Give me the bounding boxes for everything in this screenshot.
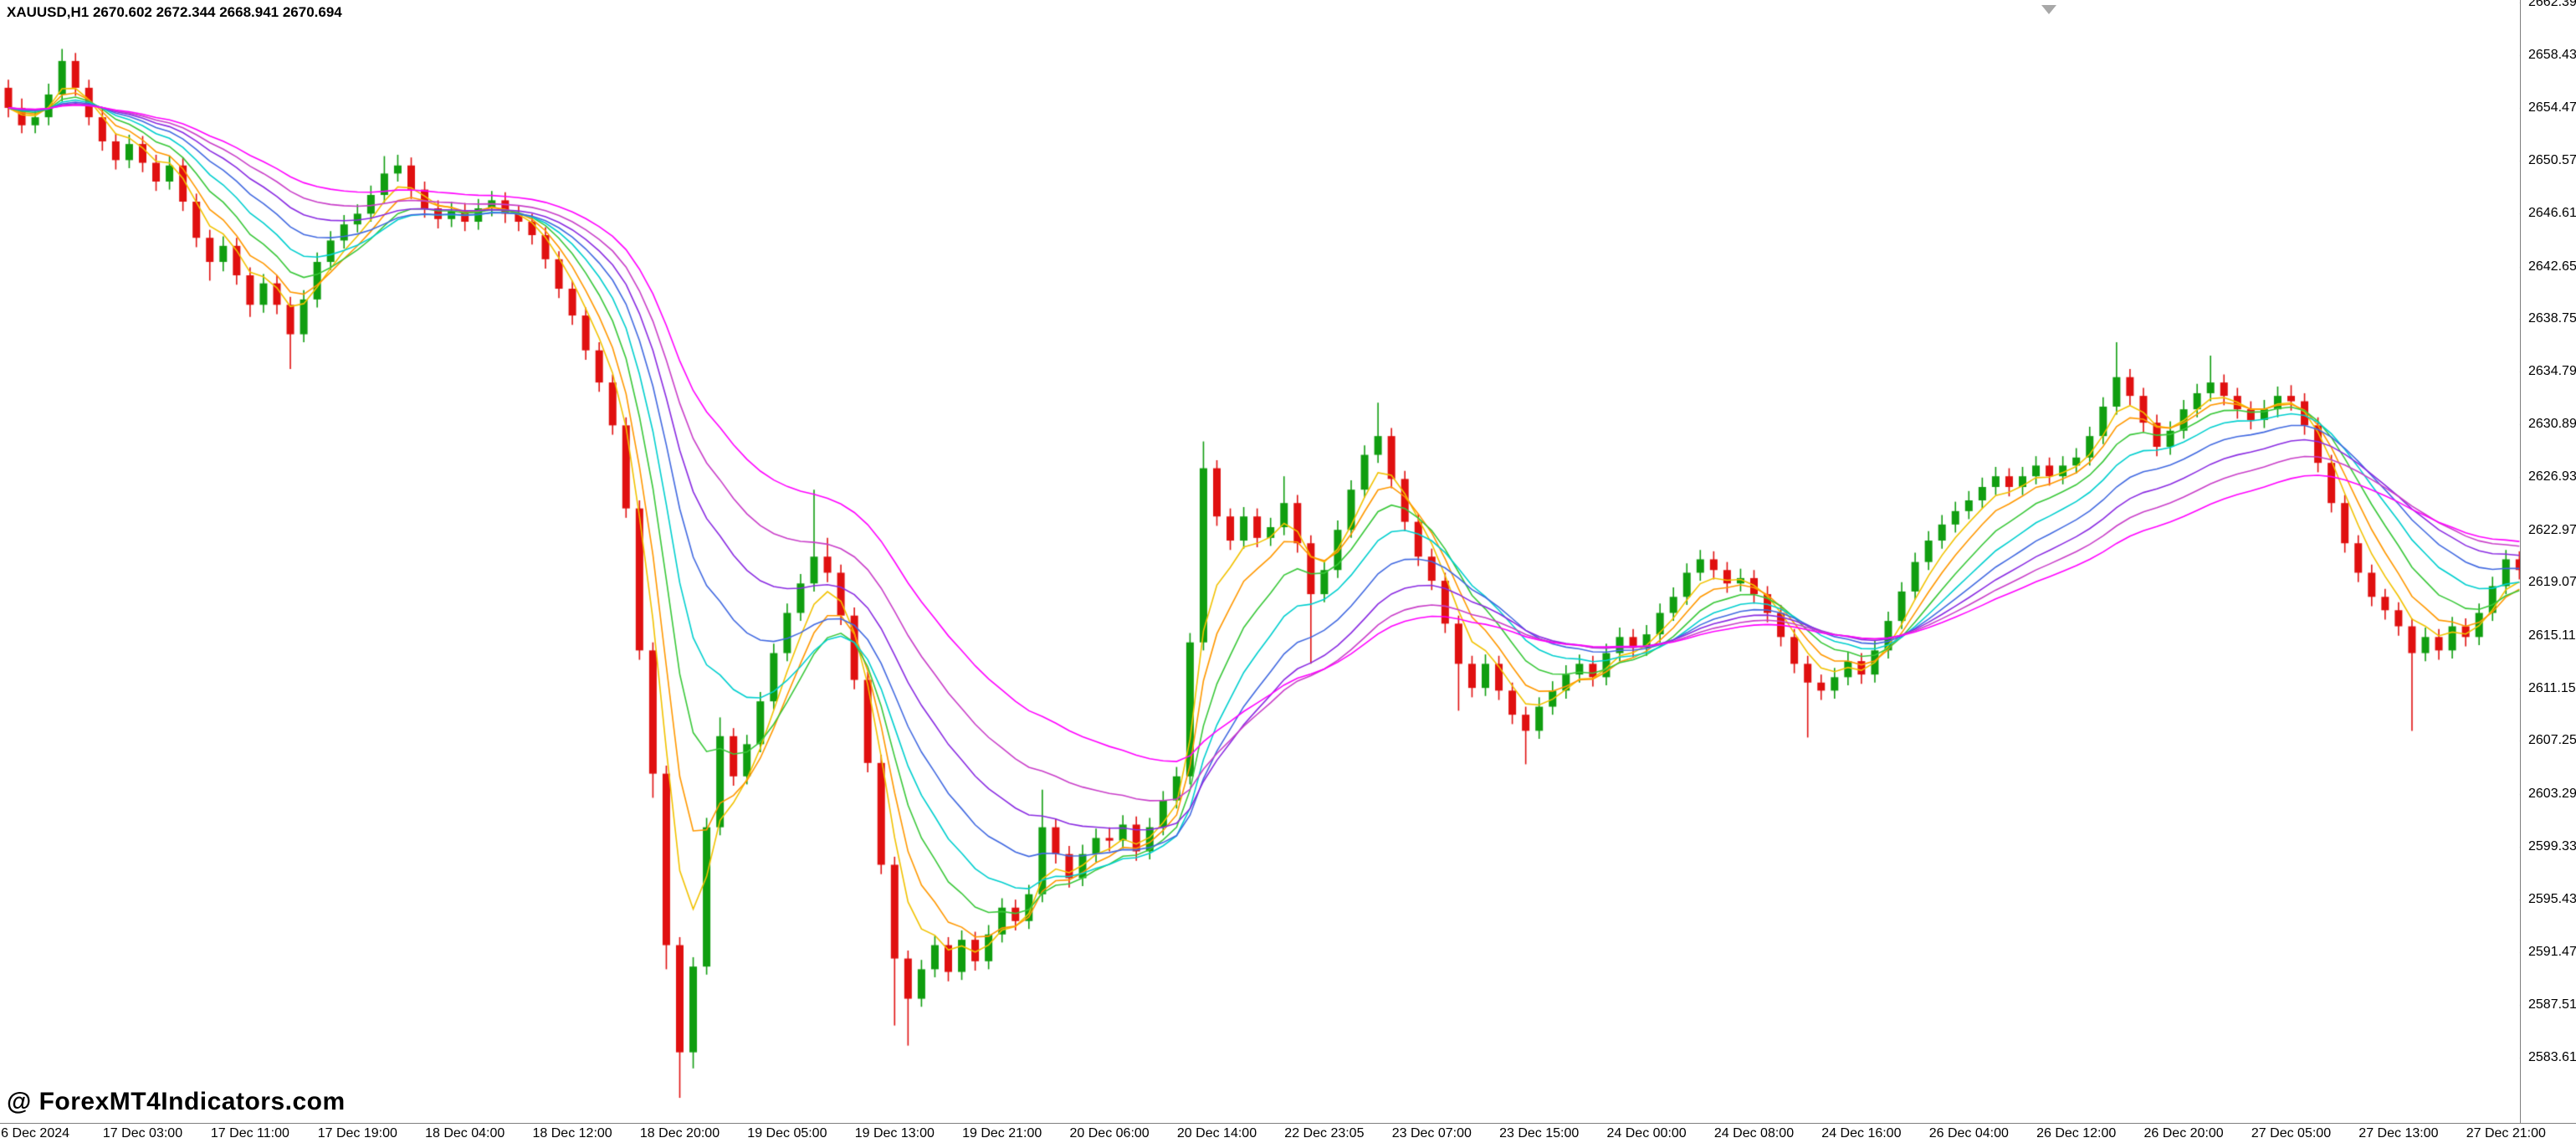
price-axis-label: 2607.250 xyxy=(2528,733,2576,748)
price-axis-label: 2650.570 xyxy=(2528,152,2576,167)
time-axis-label: 6 Dec 2024 xyxy=(1,1126,70,1140)
price-axis-label: 2591.470 xyxy=(2528,945,2576,960)
price-axis-label: 2658.430 xyxy=(2528,48,2576,62)
time-axis-label: 24 Dec 08:00 xyxy=(1713,1126,1795,1140)
time-axis-label: 19 Dec 21:00 xyxy=(962,1126,1042,1140)
time-axis-label: 24 Dec 16:00 xyxy=(1821,1126,1902,1140)
price-axis-label: 2619.070 xyxy=(2528,575,2576,590)
time-axis-label: 26 Dec 20:00 xyxy=(2143,1126,2224,1140)
price-axis-label: 2583.610 xyxy=(2528,1049,2576,1064)
time-axis-label: 26 Dec 04:00 xyxy=(1928,1126,2009,1140)
price-axis-label: 2587.510 xyxy=(2528,997,2576,1012)
price-axis-label: 2646.610 xyxy=(2528,206,2576,221)
price-axis-label: 2603.290 xyxy=(2528,786,2576,801)
price-axis-label: 2626.930 xyxy=(2528,469,2576,484)
price-axis-label: 2599.330 xyxy=(2528,839,2576,854)
time-axis-label: 18 Dec 04:00 xyxy=(425,1126,505,1140)
time-axis-label: 27 Dec 21:00 xyxy=(2466,1126,2546,1140)
time-axis-label: 19 Dec 05:00 xyxy=(747,1126,827,1140)
time-axis-label: 27 Dec 05:00 xyxy=(2251,1126,2332,1140)
time-axis-label: 20 Dec 14:00 xyxy=(1176,1126,1257,1140)
price-axis-label: 2611.150 xyxy=(2528,680,2576,695)
time-axis-label: 26 Dec 12:00 xyxy=(2036,1126,2117,1140)
time-axis-label: 18 Dec 20:00 xyxy=(639,1126,720,1140)
time-axis-label: 20 Dec 06:00 xyxy=(1069,1126,1150,1140)
price-axis-label: 2662.390 xyxy=(2528,0,2576,9)
time-axis-label: 22 Dec 23:05 xyxy=(1284,1126,1365,1140)
price-axis-label: 2630.890 xyxy=(2528,416,2576,431)
chart-ohlc-title: XAUUSD,H1 2670.602 2672.344 2668.941 267… xyxy=(7,4,342,20)
price-axis[interactable]: 2662.390 2658.430 2654.470 2650.570 2646.610… xyxy=(2520,0,2576,1123)
time-axis[interactable]: 6 Dec 2024 17 Dec 03:00 17 Dec 11:00 17 Dec… xyxy=(0,1123,2576,1143)
time-axis-label: 18 Dec 12:00 xyxy=(532,1126,612,1140)
time-axis-label: 17 Dec 11:00 xyxy=(210,1126,289,1140)
price-axis-label: 2642.650 xyxy=(2528,259,2576,274)
price-axis-label: 2638.750 xyxy=(2528,311,2576,326)
time-axis-label: 23 Dec 15:00 xyxy=(1499,1126,1580,1140)
price-axis-label: 2654.470 xyxy=(2528,100,2576,115)
chart-shift-marker-icon xyxy=(2041,5,2056,14)
time-axis-label: 19 Dec 13:00 xyxy=(854,1126,935,1140)
time-axis-label: 27 Dec 13:00 xyxy=(2358,1126,2439,1140)
price-axis-label: 2615.110 xyxy=(2528,628,2576,643)
time-axis-label: 23 Dec 07:00 xyxy=(1391,1126,1472,1140)
price-axis-label: 2622.970 xyxy=(2528,522,2576,537)
time-axis-label: 17 Dec 03:00 xyxy=(102,1126,183,1140)
time-axis-label: 17 Dec 19:00 xyxy=(317,1126,397,1140)
time-axis-label: 24 Dec 00:00 xyxy=(1606,1126,1687,1140)
watermark-text: @ ForexMT4Indicators.com xyxy=(7,1088,346,1115)
price-axis-label: 2595.430 xyxy=(2528,891,2576,906)
price-axis-label: 2634.790 xyxy=(2528,364,2576,379)
